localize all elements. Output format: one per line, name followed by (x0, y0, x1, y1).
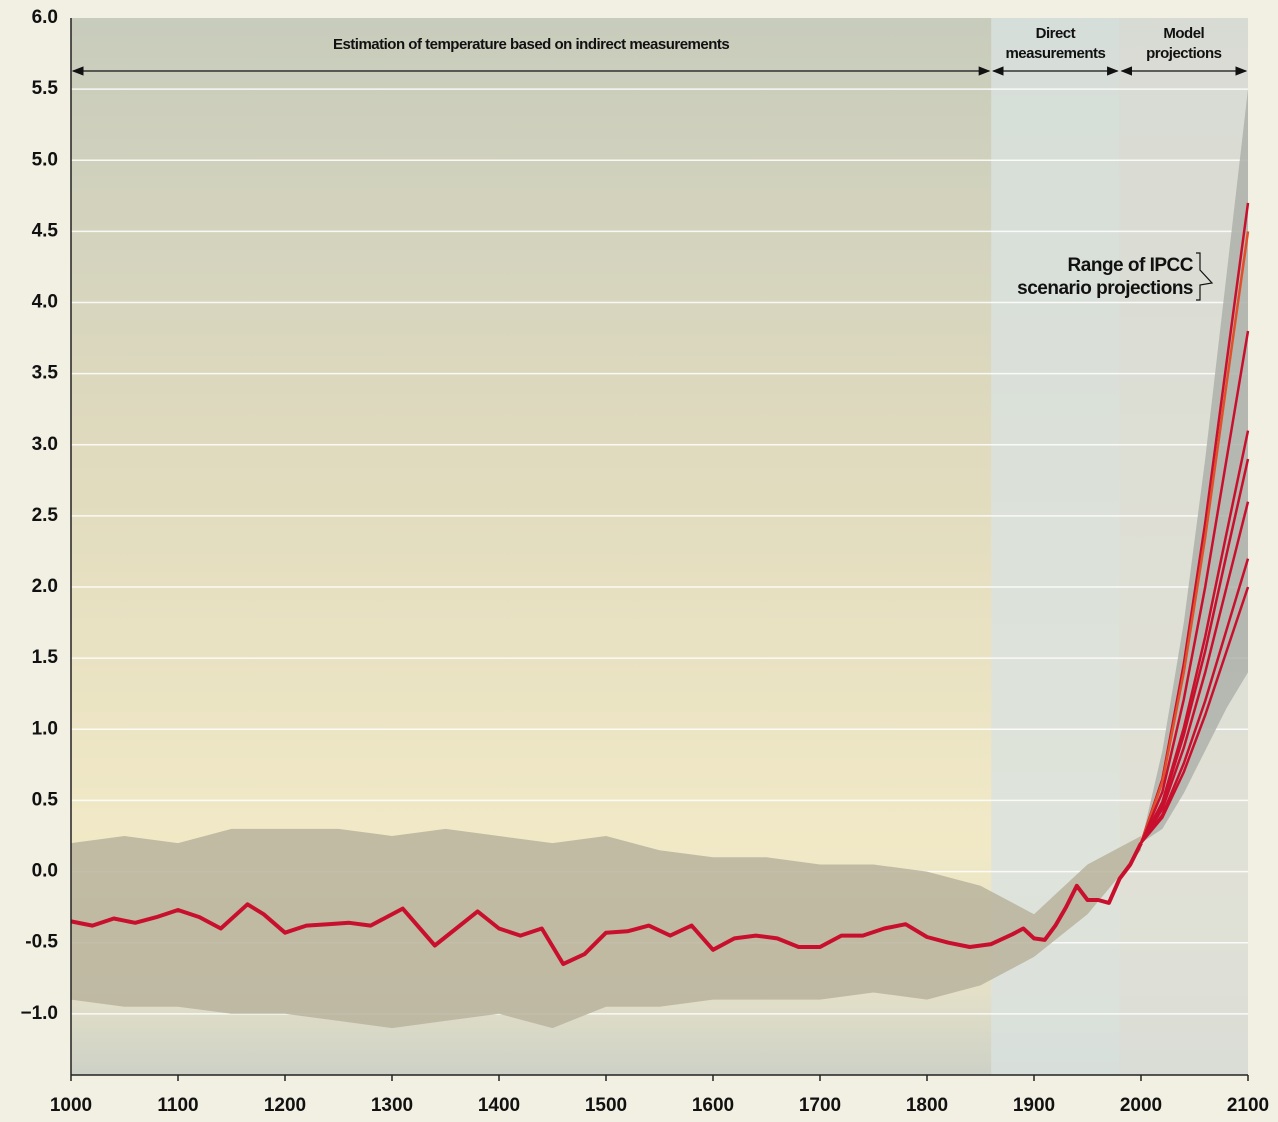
x-tick-label: 1200 (264, 1095, 306, 1116)
y-tick-label: −1.0 (20, 1003, 58, 1024)
x-tick-label: 1300 (371, 1095, 413, 1116)
x-tick-label: 1600 (692, 1095, 734, 1116)
projection-line (1139, 501, 1250, 844)
span-label: projections (1146, 45, 1222, 62)
y-tick-label: 5.0 (32, 149, 58, 170)
x-tick-label: 1000 (50, 1095, 92, 1116)
y-tick-label: 4.0 (32, 292, 58, 313)
projection-range (1141, 89, 1248, 844)
projection-line (1139, 330, 1250, 844)
span-label: Direct (1036, 25, 1076, 42)
temperature-line (70, 842, 1143, 966)
projection-line (1140, 586, 1250, 844)
y-tick-label: -0.5 (25, 932, 58, 953)
span-label: measurements (1005, 45, 1105, 62)
y-tick-label: 0.0 (32, 861, 58, 882)
annotation-bracket (1196, 252, 1214, 301)
y-tick-label: 3.5 (32, 363, 59, 384)
y-tick-label: 2.0 (32, 576, 58, 597)
y-tick-label: 2.5 (32, 505, 59, 526)
y-tick-label: 0.5 (32, 789, 59, 810)
projection-line (1139, 231, 1250, 844)
x-tick-label: 1400 (478, 1095, 520, 1116)
x-tick-label: 2100 (1227, 1095, 1269, 1116)
uncertainty-band (71, 828, 1141, 1029)
span-label: Estimation of temperature based on indir… (333, 36, 729, 53)
y-tick-label: 1.0 (32, 718, 58, 739)
x-tick-label: 1500 (585, 1095, 627, 1116)
projection-line (1140, 558, 1250, 844)
y-tick-label: 4.5 (32, 220, 59, 241)
x-tick-label: 1900 (1013, 1095, 1055, 1116)
y-tick-label: 5.5 (32, 78, 59, 99)
x-tick-label: 1100 (157, 1095, 198, 1116)
x-tick-label: 1800 (906, 1095, 948, 1116)
annotation: Range of IPCC (1068, 255, 1194, 276)
span-label: Model (1163, 25, 1204, 42)
y-tick-label: 3.0 (32, 434, 58, 455)
projection-line (1139, 458, 1250, 844)
x-tick-label: 1700 (799, 1095, 841, 1116)
annotation: scenario projections (1017, 278, 1193, 299)
x-tick-label: 2000 (1120, 1095, 1162, 1116)
y-tick-label: 1.5 (32, 647, 59, 668)
y-tick-label: 6.0 (32, 7, 58, 28)
